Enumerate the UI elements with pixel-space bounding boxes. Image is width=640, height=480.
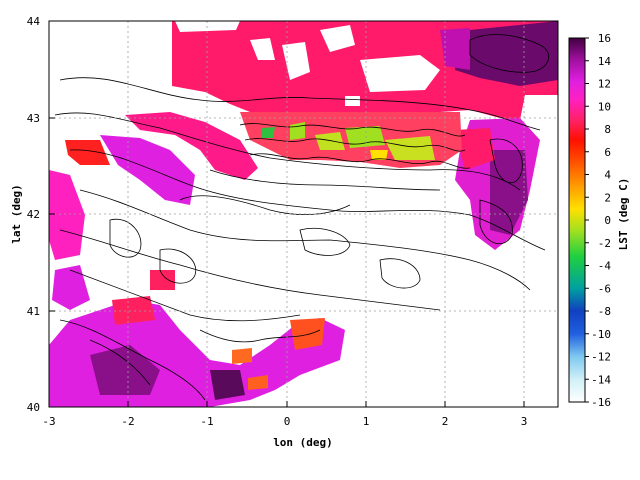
contour-line <box>249 153 471 169</box>
colorbar-tick-label: -2 <box>598 237 611 250</box>
contour-line <box>159 248 197 284</box>
x-tick-label: -1 <box>200 415 213 428</box>
lst-region-ne-dark <box>455 21 558 86</box>
x-tick-label: 3 <box>521 415 528 428</box>
contour-line <box>209 169 441 191</box>
contour-line <box>69 269 301 322</box>
lst-gap <box>345 96 360 106</box>
contour-line <box>199 329 321 343</box>
colorbar-title: LST (deg C) <box>617 178 630 251</box>
contour-line <box>89 339 151 386</box>
colorbar-tick-label: 16 <box>598 32 611 45</box>
colorbar-ticks: 16 14 12 10 8 6 4 2 0 -2 -4 -6 -8 -10 -12 -14 -16 <box>585 32 611 409</box>
lst-gap <box>360 55 440 92</box>
y-axis-title: lat (deg) <box>10 184 23 244</box>
x-tick-label: 2 <box>442 415 449 428</box>
lst-region-west-strip <box>100 135 195 205</box>
colorbar-tick-label: 8 <box>604 123 611 136</box>
lst-gap <box>250 38 275 60</box>
colorbar-tick-label: 0 <box>604 214 611 227</box>
colorbar-tick-label: -10 <box>591 328 611 341</box>
lst-region-south-dark <box>90 345 160 395</box>
lst-gap <box>175 21 240 32</box>
y-tick-label: 42 <box>27 208 40 221</box>
colorbar-tick-label: -8 <box>598 305 611 318</box>
data-layer <box>49 21 558 407</box>
contour-line <box>59 77 541 131</box>
contour-line <box>479 199 513 245</box>
y-tick-label: 44 <box>27 15 41 28</box>
colorbar-tick-label: 12 <box>598 78 611 91</box>
contour-line <box>244 138 466 152</box>
y-tick-label: 40 <box>27 401 40 414</box>
colorbar-tick-label: 4 <box>604 169 611 182</box>
lst-region-ne-magenta <box>440 28 470 70</box>
contour-line <box>379 258 421 289</box>
contour-line <box>489 138 523 183</box>
colorbar-tick-label: -14 <box>591 373 611 386</box>
lst-region-south-red <box>112 296 155 325</box>
lst-cold-patch <box>315 132 345 150</box>
lst-gap <box>282 42 310 80</box>
x-tick-label: 0 <box>284 415 291 428</box>
lst-cold-patch <box>290 122 305 140</box>
contour-line <box>469 34 550 73</box>
colorbar-tick-label: 6 <box>604 146 611 159</box>
lst-region-south-dark2 <box>210 370 245 400</box>
y-tick-label: 43 <box>27 112 40 125</box>
colorbar-tick-label: 2 <box>604 191 611 204</box>
x-tick-label: -2 <box>121 415 134 428</box>
colorbar-tick-label: -12 <box>591 351 611 364</box>
contour-line <box>299 228 351 256</box>
lst-region-south-orange3 <box>248 375 268 390</box>
y-tick-label: 41 <box>27 305 40 318</box>
colorbar-tick-label: -6 <box>598 282 611 295</box>
lst-region-west-north <box>125 112 258 180</box>
contour-line <box>79 189 531 291</box>
lst-gap <box>320 25 355 52</box>
x-tick-label: -3 <box>42 415 55 428</box>
lst-region-south-orange2 <box>290 318 325 350</box>
contour-line <box>54 112 521 191</box>
colorbar-tick-label: -4 <box>598 260 612 273</box>
colorbar <box>568 37 586 403</box>
colorbar-tick-label: 10 <box>598 100 611 113</box>
contour-line <box>69 149 546 251</box>
lst-cold-patch <box>385 136 435 160</box>
grid <box>49 21 558 407</box>
lst-region-south-red2 <box>150 270 175 290</box>
lst-region-coast-pink <box>455 128 495 170</box>
contour-line <box>109 218 142 258</box>
x-tick-label: 1 <box>363 415 370 428</box>
contour-line <box>239 123 466 137</box>
contour-line <box>59 229 441 311</box>
x-axis-title: lon (deg) <box>273 436 333 449</box>
lst-cold-patch <box>345 126 385 148</box>
lst-cold-patch <box>370 150 388 160</box>
lst-cold-patch <box>262 127 275 138</box>
contour-line <box>59 319 206 401</box>
colorbar-tick-label: -16 <box>591 396 611 409</box>
lst-region-west-edge <box>49 170 85 260</box>
lst-region-west-red <box>65 140 110 165</box>
colorbar-tick-label: 14 <box>598 55 612 68</box>
contour-line <box>179 195 351 215</box>
lst-region-south-orange <box>232 348 252 364</box>
tick-marks <box>48 20 525 408</box>
contour-lines <box>54 34 550 401</box>
lst-region-west-edge2 <box>52 265 90 310</box>
